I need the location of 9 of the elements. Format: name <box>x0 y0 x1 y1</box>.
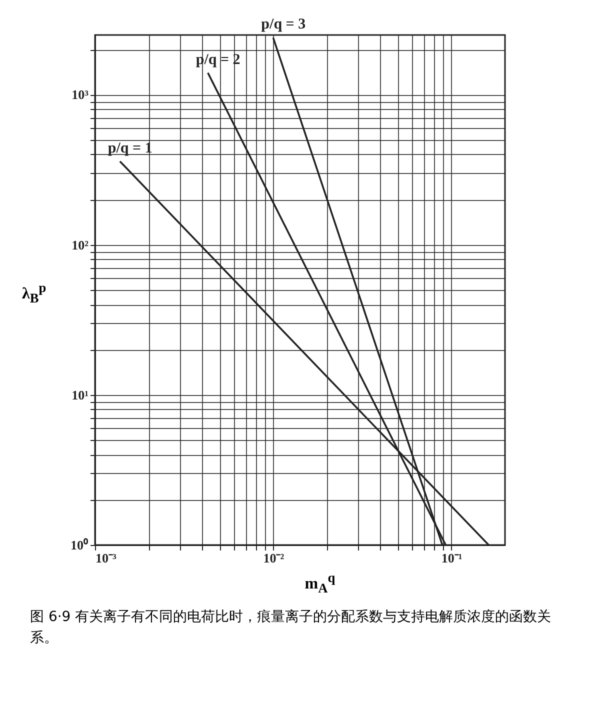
caption: 图 6·9 有关离子有不同的电荷比时，痕量离子的分配系数与支持电解质浓度的函数关系。 <box>30 608 552 648</box>
x-tick-label: 10⁻¹ <box>441 550 462 566</box>
x-tick-label: 10⁻² <box>263 550 284 566</box>
y-tick-label: 10³ <box>72 87 89 102</box>
y-tick-label: 10⁰ <box>70 538 88 552</box>
x-tick-label: 10⁻³ <box>96 550 116 566</box>
text: p/q = 3 <box>261 16 306 33</box>
y-tick-label: 10² <box>72 237 89 252</box>
y-tick-label: 10¹ <box>72 387 89 402</box>
